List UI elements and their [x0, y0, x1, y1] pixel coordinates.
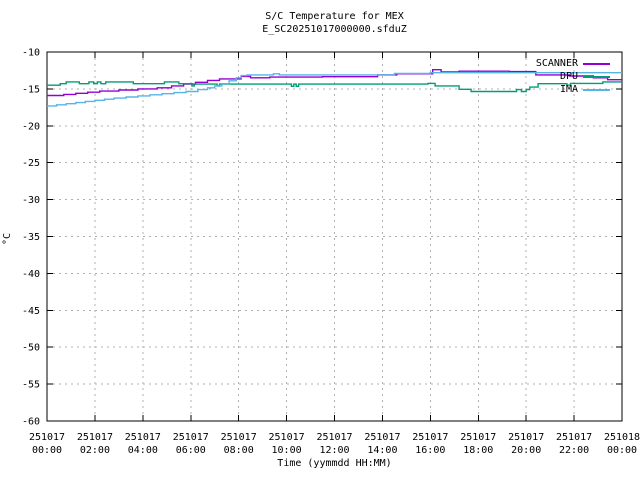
x-tick-label-time: 00:00: [32, 445, 62, 456]
y-axis-label: °C: [2, 232, 13, 245]
x-axis-label: Time (yymmdd HH:MM): [277, 458, 392, 469]
x-tick-label-time: 18:00: [463, 445, 493, 456]
legend-label-dpu: DPU: [559, 71, 578, 82]
x-tick-label-date: 251017: [364, 432, 400, 443]
x-tick-label-date: 251017: [412, 432, 448, 443]
x-tick-label-date: 251017: [269, 432, 305, 443]
legend-line-sample-scanner: [583, 62, 610, 65]
legend-item-dpu: DPU: [536, 70, 610, 83]
y-tick-label: -50: [22, 343, 40, 354]
y-tick-label: -55: [22, 380, 40, 391]
chart-title: S/C Temperature for MEX: [265, 11, 404, 22]
x-tick-label-time: 10:00: [272, 445, 302, 456]
legend-line-sample-dpu: [583, 75, 610, 78]
x-tick-label-date: 251017: [221, 432, 257, 443]
x-tick-label-date: 251017: [460, 432, 496, 443]
y-tick-label: -25: [22, 158, 40, 169]
x-tick-label-date: 251017: [77, 432, 113, 443]
y-tick-label: -45: [22, 306, 40, 317]
x-tick-label-time: 08:00: [224, 445, 254, 456]
series-line-scanner: [47, 68, 622, 97]
x-tick-label-time: 02:00: [80, 445, 110, 456]
series-line-dpu: [47, 81, 622, 93]
x-tick-label-time: 00:00: [607, 445, 637, 456]
y-tick-label: -35: [22, 232, 40, 243]
x-tick-label-date: 251017: [125, 432, 161, 443]
legend-label-scanner: SCANNER: [535, 58, 578, 69]
legend-line-sample-ima: [583, 88, 610, 91]
series-line-ima: [47, 71, 622, 107]
x-tick-label-time: 06:00: [176, 445, 206, 456]
x-tick-label-date: 251018: [604, 432, 640, 443]
y-tick-label: -20: [22, 121, 40, 132]
x-tick-label-date: 251017: [316, 432, 352, 443]
x-tick-label-time: 04:00: [128, 445, 158, 456]
x-tick-label-time: 14:00: [367, 445, 397, 456]
y-tick-label: -30: [22, 195, 40, 206]
y-tick-label: -40: [22, 269, 40, 280]
y-tick-label: -10: [22, 48, 40, 59]
x-tick-label-date: 251017: [508, 432, 544, 443]
legend-label-ima: IMA: [559, 84, 578, 95]
plot-border: [46, 51, 623, 422]
legend: SCANNER DPU IMA: [536, 57, 610, 96]
legend-item-scanner: SCANNER: [536, 57, 610, 70]
x-tick-label-date: 251017: [556, 432, 592, 443]
legend-item-ima: IMA: [536, 83, 610, 96]
x-tick-label-time: 16:00: [415, 445, 445, 456]
y-tick-label: -15: [22, 84, 40, 95]
y-tick-label: -60: [22, 417, 40, 428]
x-tick-label-time: 12:00: [319, 445, 349, 456]
chart-subtitle: E_SC20251017000000.sfduZ: [262, 24, 407, 35]
x-tick-label-date: 251017: [29, 432, 65, 443]
x-tick-label-time: 20:00: [511, 445, 541, 456]
x-tick-label-time: 22:00: [559, 445, 589, 456]
x-tick-label-date: 251017: [173, 432, 209, 443]
